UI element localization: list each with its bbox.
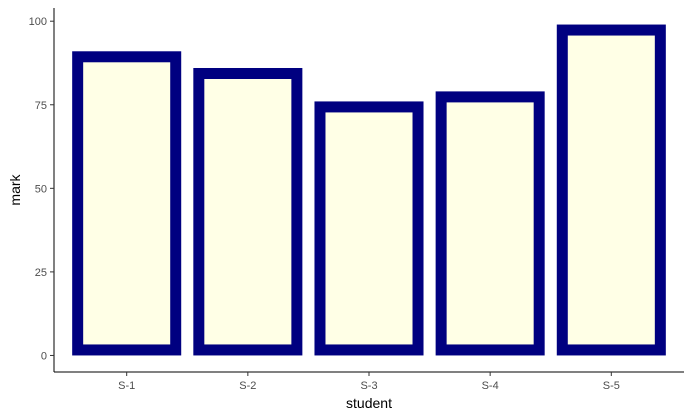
y-tick-label: 100 — [29, 16, 47, 28]
x-tick-label: S-4 — [482, 380, 499, 392]
x-axis-title: student — [346, 395, 392, 411]
bar-S-1 — [72, 51, 182, 356]
x-axis-ticks: S-1 S-2 S-3 S-4 S-5 — [118, 372, 620, 392]
x-tick-label: S-3 — [360, 380, 377, 392]
y-tick-label: 0 — [41, 350, 47, 362]
bar-S-4 — [435, 91, 545, 356]
bar-S-2 — [193, 67, 303, 356]
y-tick-label: 25 — [35, 267, 47, 279]
y-tick-label: 75 — [35, 100, 47, 112]
x-tick-label: S-2 — [239, 380, 256, 392]
bar-S-5 — [556, 24, 666, 356]
bar-S-3 — [314, 101, 424, 356]
bars-layer — [72, 24, 666, 356]
y-axis-title: mark — [7, 173, 23, 205]
x-tick-label: S-5 — [603, 380, 620, 392]
x-tick-label: S-1 — [118, 380, 135, 392]
y-axis-ticks: 0 25 50 75 100 — [29, 16, 54, 362]
y-tick-label: 50 — [35, 183, 47, 195]
